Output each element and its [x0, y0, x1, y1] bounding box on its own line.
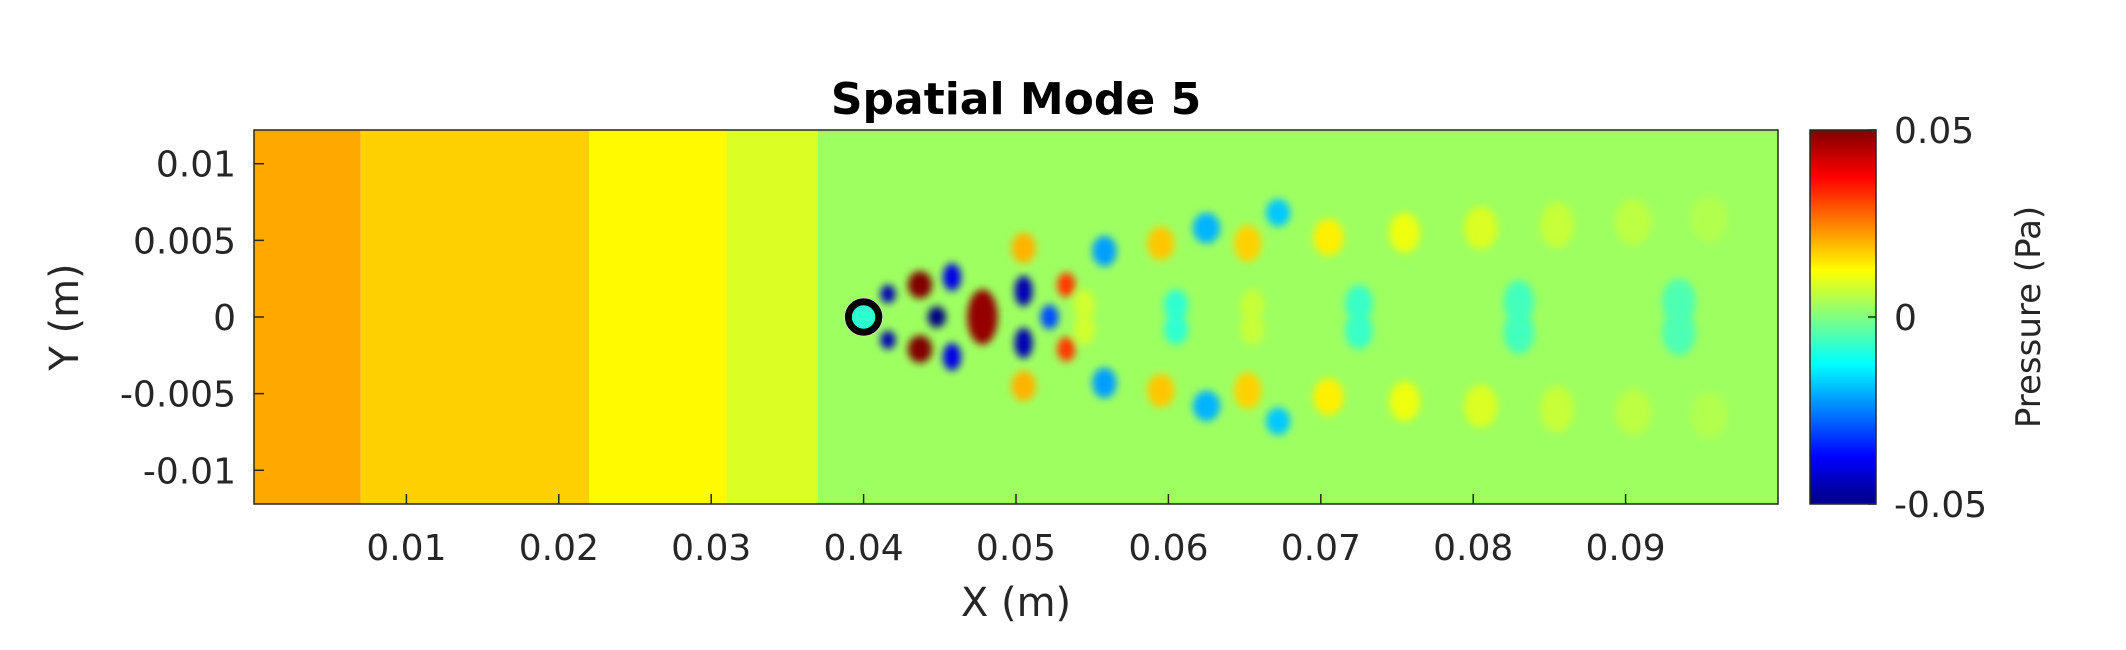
- wake-structure-21: [1233, 225, 1262, 262]
- plot-area: [254, 130, 1778, 504]
- colorbar-tick-label: -0.05: [1894, 485, 1987, 526]
- x-tick-label: 0.03: [671, 528, 751, 569]
- wake-structure-45: [1503, 280, 1535, 324]
- x-tick-label: 0.04: [824, 528, 904, 569]
- cylinder-body: [844, 298, 883, 336]
- wake-structure-5: [927, 306, 946, 328]
- colorbar: [1809, 129, 1877, 505]
- wake-structure-20: [1192, 390, 1221, 422]
- x-tick-label: 0.02: [519, 528, 599, 569]
- wake-structure-1: [907, 335, 933, 363]
- wake-structure-33: [1614, 198, 1652, 245]
- x-axis-label: X (m): [961, 580, 1071, 626]
- background-band-0: [254, 130, 361, 504]
- wake-structure-44: [1345, 312, 1373, 350]
- x-axis-ticks: 0.01 0.02 0.03 0.04 0.05 0.06 0.07 0.08 0.09: [366, 494, 1666, 569]
- wake-structure-19: [1192, 212, 1221, 244]
- wake-structure-26: [1313, 378, 1344, 416]
- wake-structure-28: [1389, 381, 1420, 422]
- wake-structure-23: [1265, 198, 1291, 227]
- cylinder-obstacle: [844, 297, 883, 337]
- colorbar-label: Pressure (Pa): [2009, 206, 2049, 428]
- chart-title: Spatial Mode 5: [831, 74, 1201, 125]
- colorbar-tick-label: 0.05: [1894, 111, 1974, 152]
- x-tick-label: 0.05: [976, 528, 1056, 569]
- wake-structure-11: [1057, 336, 1076, 362]
- wake-structure-13: [1011, 232, 1036, 264]
- wake-structure-41: [1240, 289, 1265, 321]
- wake-structure-12: [1040, 304, 1059, 330]
- colorbar-tick-label: 0: [1894, 298, 1917, 339]
- wake-structure-39: [1163, 289, 1189, 321]
- wake-structure-48: [1662, 309, 1696, 356]
- wake-structures: [880, 195, 1728, 439]
- x-tick-label: 0.09: [1586, 528, 1666, 569]
- background-band-4: [817, 130, 1778, 504]
- wake-structure-3: [880, 284, 896, 304]
- y-tick-label: 0.01: [156, 145, 236, 186]
- wake-structure-10: [1057, 272, 1076, 298]
- wake-structure-17: [1147, 226, 1175, 261]
- wake-structure-34: [1614, 389, 1652, 436]
- background-bands: [254, 130, 1778, 504]
- wake-structure-32: [1540, 385, 1574, 432]
- wake-structure-25: [1313, 218, 1344, 256]
- wake-structure-2: [967, 289, 998, 345]
- wake-structure-0: [907, 271, 933, 299]
- wake-structure-40: [1163, 313, 1189, 345]
- wake-structure-24: [1265, 407, 1291, 436]
- y-tick-label: -0.005: [120, 375, 236, 416]
- x-tick-label: 0.08: [1433, 528, 1513, 569]
- y-tick-label: 0.005: [133, 221, 236, 262]
- wake-structure-35: [1691, 195, 1728, 242]
- x-tick-label: 0.07: [1281, 528, 1361, 569]
- wake-structure-30: [1464, 384, 1498, 428]
- wake-structure-8: [1014, 275, 1033, 307]
- background-band-1: [360, 130, 590, 504]
- background-band-2: [589, 130, 727, 504]
- y-axis-label: Y (m): [42, 263, 88, 371]
- wake-structure-46: [1503, 310, 1535, 354]
- x-tick-label: 0.01: [366, 528, 446, 569]
- wake-structure-4: [880, 330, 896, 350]
- wake-structure-9: [1014, 327, 1033, 359]
- y-tick-label: -0.01: [143, 451, 236, 492]
- wake-structure-7: [942, 343, 962, 371]
- wake-structure-18: [1147, 373, 1175, 408]
- wake-structure-15: [1092, 235, 1117, 267]
- wake-structure-27: [1389, 212, 1420, 253]
- y-axis-ticks: 0.01 0.005 0 -0.005 -0.01: [120, 145, 264, 492]
- wake-structure-38: [1073, 313, 1096, 345]
- wake-structure-16: [1092, 367, 1117, 399]
- y-tick-label: 0: [213, 298, 236, 339]
- x-tick-label: 0.06: [1128, 528, 1208, 569]
- wake-structure-31: [1540, 202, 1574, 249]
- wake-structure-37: [1073, 289, 1096, 321]
- wake-structure-22: [1233, 372, 1262, 409]
- wake-structure-6: [942, 263, 962, 291]
- wake-structure-42: [1240, 313, 1265, 345]
- colorbar-ticks: 0.05 0 -0.05: [1868, 111, 1987, 526]
- background-band-3: [726, 130, 818, 504]
- wake-structure-43: [1345, 284, 1373, 322]
- wake-structure-36: [1691, 392, 1728, 439]
- wake-structure-14: [1011, 370, 1036, 402]
- wake-structure-29: [1464, 206, 1498, 250]
